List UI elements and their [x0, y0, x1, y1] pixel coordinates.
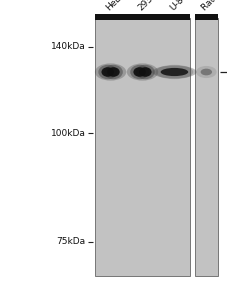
Ellipse shape: [130, 65, 148, 79]
Ellipse shape: [160, 68, 188, 76]
Ellipse shape: [152, 65, 196, 79]
Ellipse shape: [104, 65, 122, 79]
Ellipse shape: [101, 67, 114, 77]
Text: 100kDa: 100kDa: [50, 129, 85, 138]
Ellipse shape: [155, 65, 192, 79]
Ellipse shape: [94, 63, 126, 81]
Ellipse shape: [98, 65, 117, 79]
Ellipse shape: [107, 67, 119, 77]
Ellipse shape: [135, 65, 154, 79]
Ellipse shape: [200, 69, 211, 75]
Text: 75kDa: 75kDa: [56, 237, 85, 246]
Text: Rat testis: Rat testis: [199, 0, 227, 13]
Ellipse shape: [126, 63, 158, 81]
Bar: [194, 14, 217, 20]
Text: U-87MG: U-87MG: [167, 0, 199, 13]
Text: 140kDa: 140kDa: [51, 42, 85, 51]
Ellipse shape: [195, 66, 216, 78]
Text: HeLa: HeLa: [104, 0, 126, 13]
Ellipse shape: [133, 67, 145, 77]
Text: 293T: 293T: [136, 0, 158, 13]
Bar: [94, 14, 190, 20]
Bar: [94, 18, 190, 276]
Bar: [194, 18, 217, 276]
Ellipse shape: [138, 67, 151, 77]
